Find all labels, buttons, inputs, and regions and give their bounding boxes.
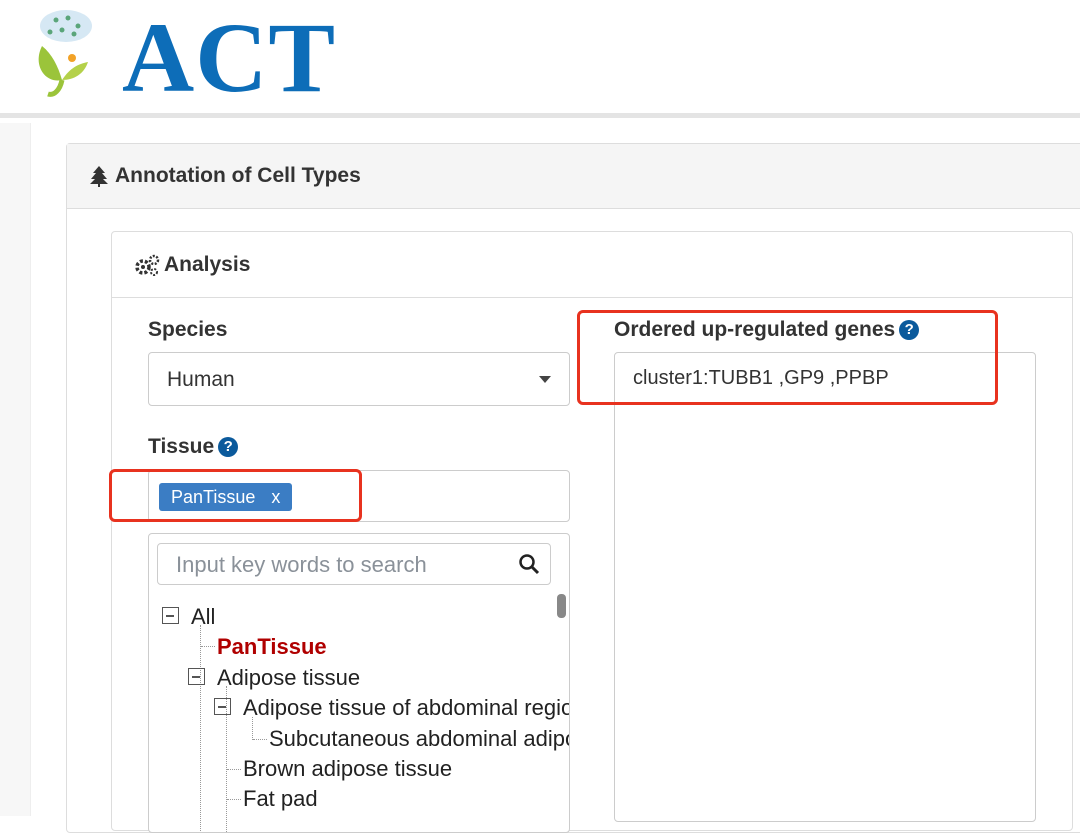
tree-line: [200, 625, 201, 832]
annotation-panel: Annotation of Cell Types: [66, 143, 1080, 833]
collapse-icon[interactable]: [188, 668, 205, 685]
tree-line: [253, 739, 267, 740]
tree-node-abdominal[interactable]: Adipose tissue of abdominal region: [243, 695, 570, 720]
genes-label: Ordered up-regulated genes?: [614, 318, 920, 342]
highlight-box-genes: [577, 310, 998, 405]
tissue-tag: PanTissue x: [159, 483, 293, 511]
help-icon[interactable]: ?: [899, 320, 920, 340]
tree-line: [201, 646, 215, 647]
logo-plant-icon: [38, 10, 92, 97]
gears-icon: [135, 254, 160, 276]
tree-node-all[interactable]: All: [191, 604, 216, 629]
tree-node-adipose[interactable]: Adipose tissue: [217, 665, 361, 690]
genes-value: cluster1:TUBB1 ,GP9 ,PPBP: [633, 367, 889, 389]
tree-line: [227, 769, 241, 770]
site-header: ACT: [0, 0, 1080, 118]
collapse-icon[interactable]: [162, 607, 179, 624]
species-select[interactable]: Human: [148, 352, 570, 406]
tissue-label-text: Tissue: [148, 435, 215, 458]
tissue-tree: Input key words to search All PanTissue …: [148, 533, 570, 833]
species-label: Species: [148, 318, 228, 341]
tree-node-brown[interactable]: Brown adipose tissue: [243, 756, 453, 781]
highlight-box-tissue: [109, 469, 362, 522]
tissue-label: Tissue?: [148, 435, 239, 459]
tree-node-subcutaneous[interactable]: Subcutaneous abdominal adipose tissue: [269, 726, 569, 751]
logo-text: ACT: [122, 2, 337, 113]
help-icon[interactable]: ?: [218, 437, 239, 457]
search-placeholder: Input key words to search: [176, 552, 427, 577]
tree-node-fatpad[interactable]: Fat pad: [243, 786, 318, 811]
analysis-header: Analysis: [112, 232, 1072, 298]
genes-label-text: Ordered up-regulated genes: [614, 318, 896, 341]
genes-textarea[interactable]: cluster1:TUBB1 ,GP9 ,PPBP: [614, 352, 1036, 822]
caret-down-icon: [539, 376, 551, 383]
species-value: Human: [167, 368, 235, 391]
search-icon[interactable]: [518, 553, 540, 575]
tree-scrollbar[interactable]: [557, 594, 566, 618]
tree-icon: [90, 166, 108, 187]
panel-header: Annotation of Cell Types: [67, 144, 1080, 209]
tag-label: PanTissue: [171, 487, 256, 507]
tree-line: [227, 799, 241, 800]
tree-line: [252, 717, 253, 740]
collapse-icon[interactable]: [214, 698, 231, 715]
tag-remove-button[interactable]: x: [271, 487, 281, 507]
panel-title: Annotation of Cell Types: [115, 164, 361, 187]
analysis-title: Analysis: [164, 252, 251, 276]
tree-node-pantissue[interactable]: PanTissue: [217, 634, 327, 659]
tree-line: [226, 686, 227, 832]
tree-search-input[interactable]: Input key words to search: [157, 543, 551, 585]
page-gutter: [0, 123, 30, 816]
act-logo[interactable]: ACT: [36, 2, 335, 113]
